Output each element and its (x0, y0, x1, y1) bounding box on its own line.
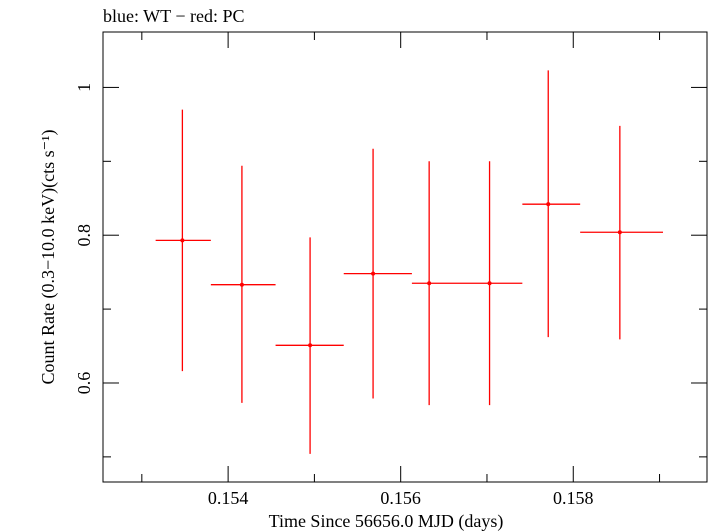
y-axis-ticks (103, 86, 707, 458)
data-point (458, 161, 523, 406)
point-marker (371, 271, 376, 276)
data-point (275, 237, 344, 454)
data-point (343, 148, 412, 399)
y-tick-label: 1 (74, 83, 94, 92)
x-axis-ticks (141, 32, 661, 482)
x-tick-label: 0.156 (380, 488, 421, 508)
y-axis-label: Count Rate (0.3−10.0 keV)(cts s⁻¹) (38, 129, 59, 384)
point-marker (180, 238, 185, 243)
data-point (411, 161, 459, 406)
point-marker (617, 230, 622, 235)
point-marker (239, 282, 244, 287)
data-point (210, 165, 276, 403)
data-point (155, 109, 211, 372)
x-axis-label: Time Since 56656.0 MJD (days) (269, 511, 504, 532)
x-tick-label: 0.154 (208, 488, 249, 508)
data-point (522, 70, 581, 338)
point-marker (487, 281, 492, 286)
point-marker (308, 343, 313, 348)
y-tick-label: 0.8 (74, 224, 94, 247)
plot-frame (102, 31, 708, 483)
y-axis-tick-labels: 0.6 0.8 1 (74, 83, 94, 394)
point-marker (427, 281, 432, 286)
x-axis-tick-labels: 0.154 0.156 0.158 (208, 488, 594, 508)
point-marker (546, 202, 551, 207)
data-point (580, 125, 663, 340)
data-series (155, 70, 663, 454)
chart-title: blue: WT − red: PC (103, 6, 244, 26)
x-tick-label: 0.158 (553, 488, 594, 508)
y-tick-label: 0.6 (74, 372, 94, 395)
